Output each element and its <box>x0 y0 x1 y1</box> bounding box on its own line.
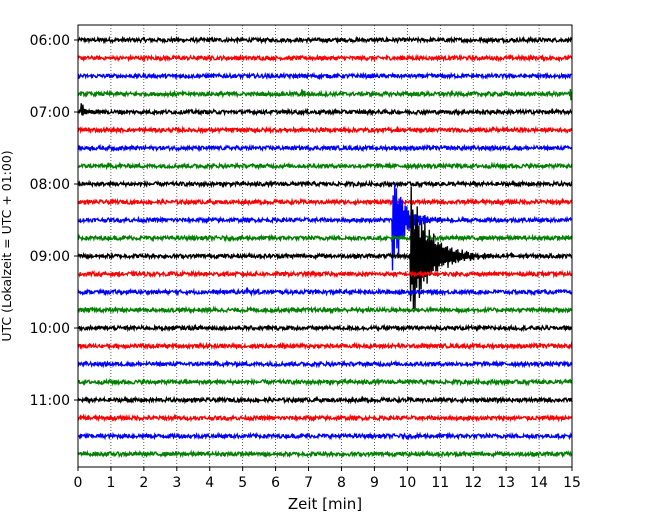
y-tick-label: 07:00 <box>30 105 70 121</box>
plot-frame <box>77 24 573 468</box>
x-tick-label: 15 <box>563 475 581 491</box>
trace-0915 <box>77 269 573 279</box>
trace-0800 <box>77 179 573 189</box>
trace-1115 <box>77 413 573 423</box>
y-tick-label: 06:00 <box>30 33 70 49</box>
x-tick-label: 12 <box>464 475 482 491</box>
seismic-traces <box>77 35 573 459</box>
x-tick-label: 8 <box>337 475 346 491</box>
y-tick-label: 08:00 <box>30 177 70 193</box>
x-tick-label: 7 <box>304 475 313 491</box>
trace-1015 <box>77 341 573 351</box>
trace-0930 <box>77 286 573 298</box>
trace-0645 <box>77 89 573 101</box>
y-tick-label: 11:00 <box>30 393 70 409</box>
trace-0945 <box>77 305 573 315</box>
x-tick-label: 2 <box>139 475 148 491</box>
y-axis-ticks: 06:00 07:00 08:00 09:00 10:00 11:00 <box>30 33 78 409</box>
trace-0815 <box>77 197 573 207</box>
trace-1030 <box>77 359 573 369</box>
trace-1145 <box>77 449 573 459</box>
x-tick-label: 11 <box>431 475 449 491</box>
x-tick-label: 14 <box>530 475 548 491</box>
trace-1130 <box>78 431 573 441</box>
x-tick-label: 9 <box>370 475 379 491</box>
trace-0700 <box>77 103 573 117</box>
trace-0615 <box>77 53 573 63</box>
y-tick-label: 09:00 <box>30 249 70 265</box>
trace-0600 <box>77 35 573 45</box>
x-tick-label: 3 <box>172 475 181 491</box>
x-axis-label: Zeit [min] <box>288 495 362 513</box>
trace-0745 <box>77 161 573 171</box>
trace-0630 <box>77 71 573 81</box>
y-axis-label: UTC (Lokalzeit = UTC + 01:00) <box>0 150 14 341</box>
trace-0730 <box>77 143 573 153</box>
x-tick-label: 6 <box>271 475 280 491</box>
trace-1000 <box>77 323 573 333</box>
x-tick-label: 4 <box>205 475 214 491</box>
x-tick-label: 0 <box>74 475 83 491</box>
x-tick-label: 5 <box>238 475 247 491</box>
x-tick-label: 1 <box>106 475 115 491</box>
x-tick-label: 13 <box>497 475 515 491</box>
y-tick-label: 10:00 <box>30 321 70 337</box>
trace-1045 <box>77 377 573 387</box>
trace-0715 <box>77 125 573 135</box>
x-tick-label: 10 <box>398 475 416 491</box>
trace-0830 <box>77 184 573 271</box>
trace-0845 <box>77 233 573 243</box>
x-axis-ticks: 0 1 2 3 4 5 6 7 8 9 10 11 12 13 14 15 <box>74 467 581 491</box>
trace-1100 <box>77 395 573 405</box>
trace-0900 <box>77 186 573 310</box>
